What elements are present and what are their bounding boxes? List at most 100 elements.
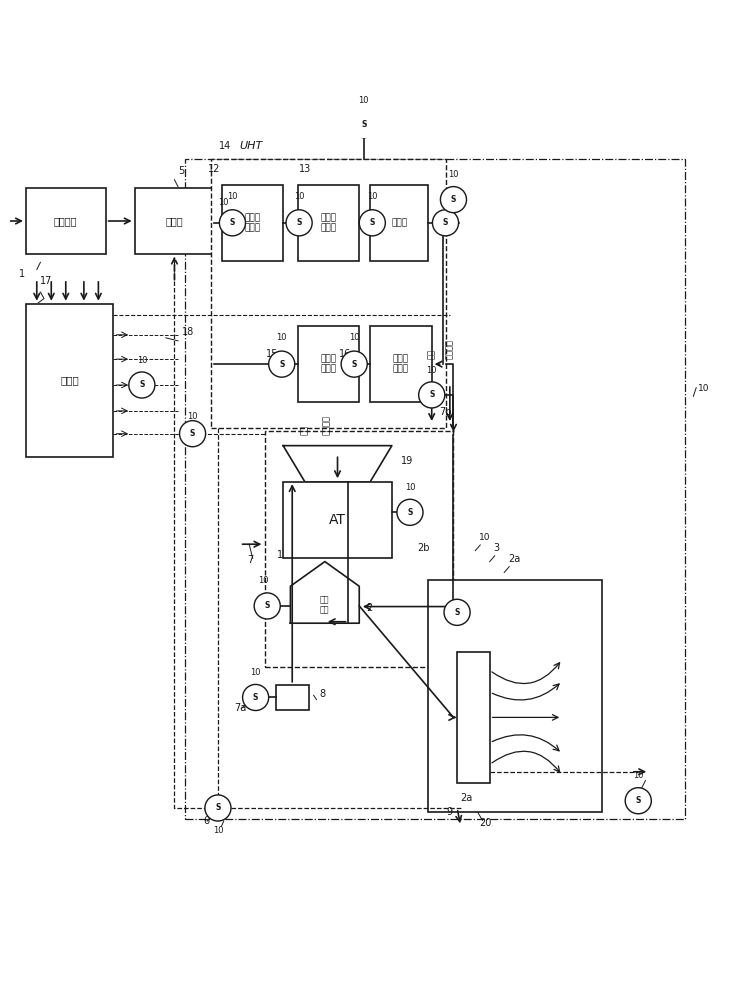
Text: S: S xyxy=(454,608,460,617)
Text: UHT: UHT xyxy=(240,141,263,151)
Text: 16: 16 xyxy=(339,349,351,359)
Bar xyxy=(276,685,309,710)
Circle shape xyxy=(341,351,367,377)
Text: S: S xyxy=(265,601,270,610)
Text: S: S xyxy=(190,429,195,438)
Text: 蒸気: 蒸気 xyxy=(427,349,436,359)
Text: S: S xyxy=(369,218,375,227)
Text: 7: 7 xyxy=(247,555,253,565)
Text: S: S xyxy=(636,796,641,805)
Text: 10: 10 xyxy=(479,533,490,542)
Text: 10: 10 xyxy=(276,333,287,342)
Bar xyxy=(221,185,283,261)
Bar xyxy=(185,159,685,819)
Text: 10: 10 xyxy=(358,96,369,105)
Bar xyxy=(26,304,113,457)
Text: 19: 19 xyxy=(400,456,413,466)
Text: 无菌气体: 无菌气体 xyxy=(322,415,331,435)
Circle shape xyxy=(269,351,295,377)
Circle shape xyxy=(129,372,155,398)
Text: S: S xyxy=(443,218,448,227)
Text: S: S xyxy=(139,380,144,389)
Text: 平衡罐: 平衡罐 xyxy=(166,216,183,226)
Text: 2a: 2a xyxy=(461,793,473,803)
Circle shape xyxy=(397,499,423,525)
Text: 13: 13 xyxy=(299,164,311,174)
Circle shape xyxy=(243,684,269,711)
Text: S: S xyxy=(451,195,456,204)
Bar xyxy=(370,185,428,261)
Circle shape xyxy=(205,795,231,821)
Bar xyxy=(283,482,392,558)
Text: 第一级
加热部: 第一级 加热部 xyxy=(244,213,260,233)
Text: 10: 10 xyxy=(349,333,359,342)
Circle shape xyxy=(254,593,280,619)
Bar xyxy=(428,580,602,812)
Bar xyxy=(457,652,490,783)
Text: 10: 10 xyxy=(251,668,261,677)
Text: S: S xyxy=(361,120,366,129)
Bar xyxy=(298,326,359,402)
Text: 9: 9 xyxy=(446,807,452,817)
Text: 10: 10 xyxy=(294,192,304,201)
Circle shape xyxy=(286,210,312,236)
Text: S: S xyxy=(216,803,221,812)
Text: 10: 10 xyxy=(227,192,237,201)
Text: 2b: 2b xyxy=(417,543,430,553)
Circle shape xyxy=(432,210,459,236)
Text: 12: 12 xyxy=(208,164,221,174)
Text: 8: 8 xyxy=(320,689,325,699)
Text: 1: 1 xyxy=(19,269,26,279)
Text: 3: 3 xyxy=(493,543,499,553)
Text: 第二级
冷却部: 第二级 冷却部 xyxy=(393,354,409,374)
Text: 15: 15 xyxy=(266,349,279,359)
Text: 6: 6 xyxy=(204,816,210,826)
Text: 10: 10 xyxy=(258,576,269,585)
Text: S: S xyxy=(429,390,435,399)
Text: 10: 10 xyxy=(448,170,459,179)
Circle shape xyxy=(350,112,377,138)
Text: S: S xyxy=(352,360,357,369)
Circle shape xyxy=(180,421,206,447)
Text: 10: 10 xyxy=(188,412,198,421)
Circle shape xyxy=(219,210,246,236)
Text: 14: 14 xyxy=(219,141,232,151)
Text: 调制装置: 调制装置 xyxy=(54,216,78,226)
Text: 10: 10 xyxy=(218,198,229,207)
Text: 无菌気体: 无菌気体 xyxy=(446,339,454,359)
Text: 10: 10 xyxy=(427,366,437,375)
Text: 11: 11 xyxy=(277,550,290,560)
Text: 2: 2 xyxy=(366,603,373,613)
Text: S: S xyxy=(229,218,235,227)
Text: 保持管: 保持管 xyxy=(391,218,407,227)
Text: 10: 10 xyxy=(699,384,710,393)
Bar xyxy=(210,159,446,428)
Circle shape xyxy=(441,187,466,213)
Text: 7a: 7a xyxy=(234,703,246,713)
Text: 控制器: 控制器 xyxy=(60,375,78,385)
Text: 压力
平衡: 压力 平衡 xyxy=(320,595,330,614)
Text: 10: 10 xyxy=(213,826,223,835)
Text: 10: 10 xyxy=(367,192,377,201)
Bar xyxy=(265,431,454,667)
Text: S: S xyxy=(296,218,302,227)
Text: 18: 18 xyxy=(182,327,194,337)
Circle shape xyxy=(419,382,445,408)
Polygon shape xyxy=(290,562,359,623)
Text: S: S xyxy=(253,693,258,702)
Circle shape xyxy=(444,599,470,625)
Text: AT: AT xyxy=(329,513,346,527)
Text: 10: 10 xyxy=(441,192,451,201)
Bar xyxy=(298,185,359,261)
Text: 10: 10 xyxy=(136,356,147,365)
Bar xyxy=(370,326,432,402)
Bar xyxy=(26,188,106,254)
Text: S: S xyxy=(408,508,413,517)
Text: 第一级
冷却部: 第一级 冷却部 xyxy=(320,354,336,374)
Text: 10: 10 xyxy=(405,483,415,492)
Text: 第二级
加热部: 第二级 加热部 xyxy=(320,213,336,233)
Circle shape xyxy=(359,210,386,236)
Text: 5: 5 xyxy=(179,166,185,176)
Polygon shape xyxy=(283,446,392,482)
Bar xyxy=(135,188,214,254)
